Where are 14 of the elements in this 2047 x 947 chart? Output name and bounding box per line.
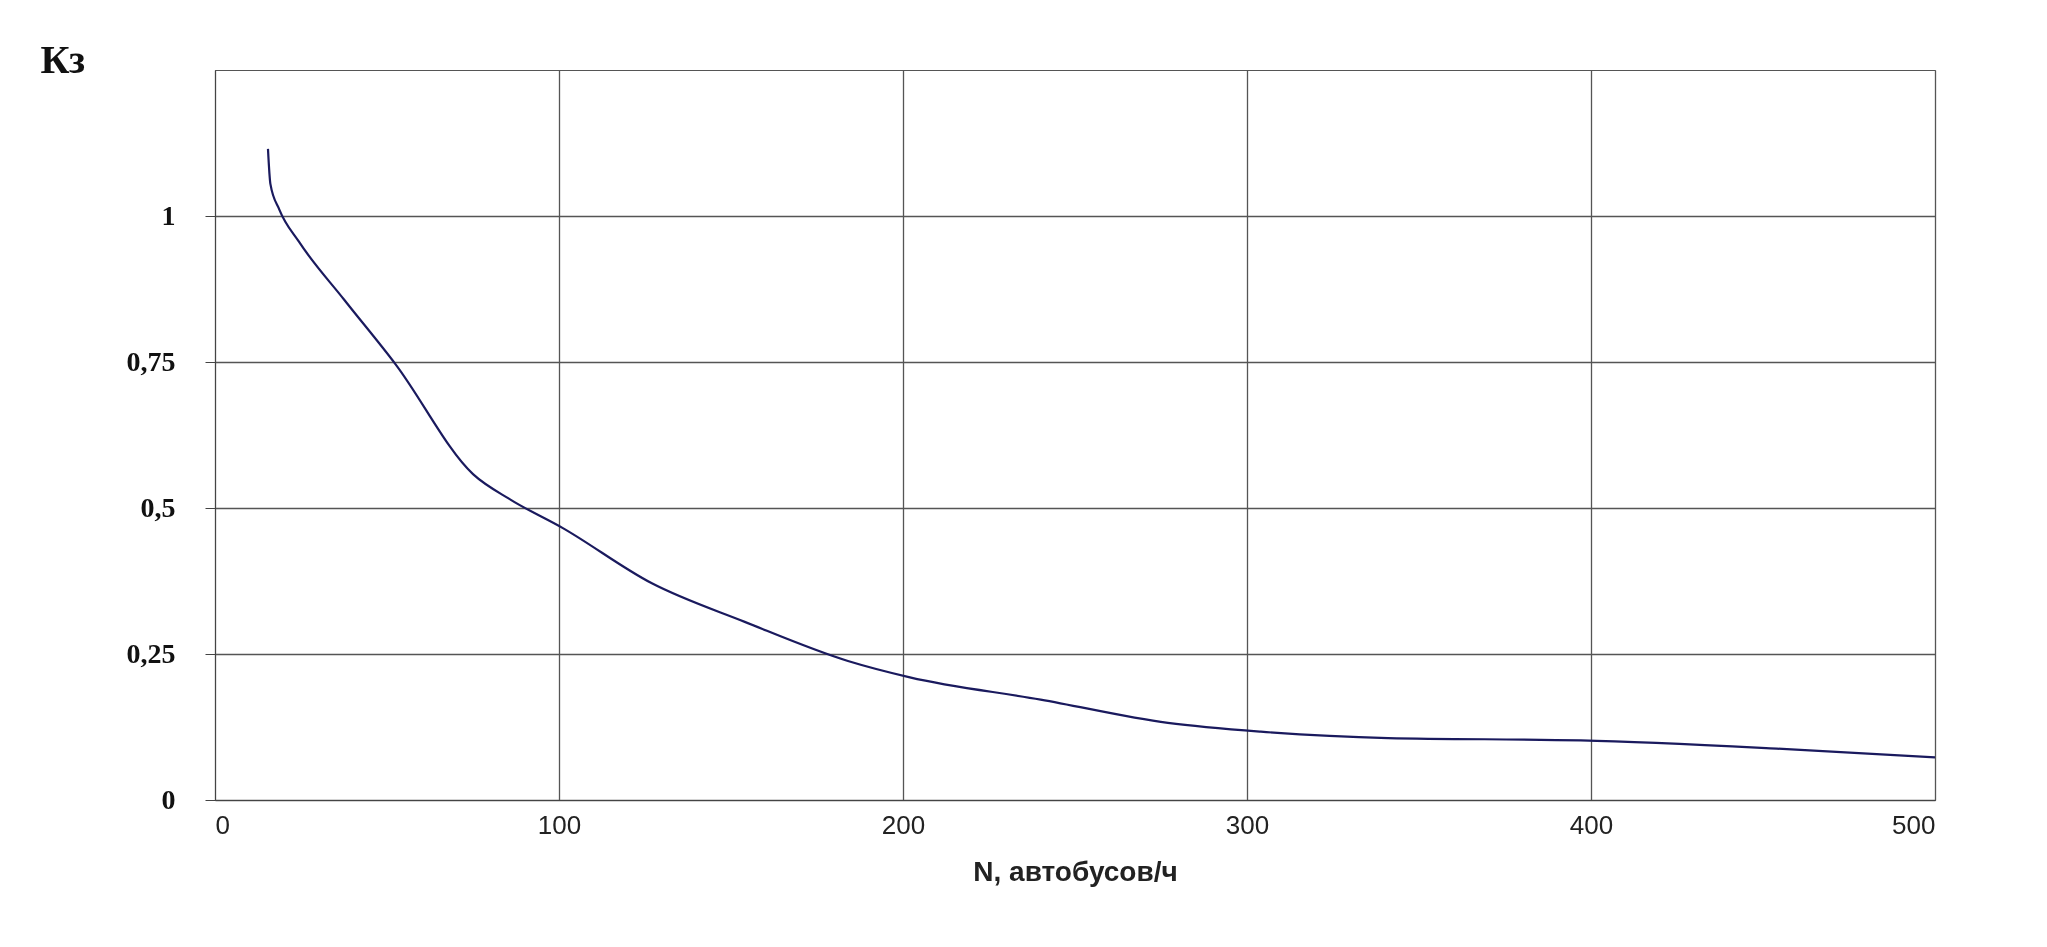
x-tick-label: 100 [537, 809, 582, 840]
y-tick-label: 1 [161, 199, 176, 231]
x-tick-label: 300 [1225, 809, 1270, 840]
x-tick-label: 200 [881, 809, 926, 840]
x-axis-title: N, автобусов/ч [973, 855, 1178, 887]
y-tick-label: 0,25 [126, 637, 176, 669]
y-tick-label: 0 [161, 783, 176, 815]
y-tick-label: 0,5 [140, 491, 176, 523]
y-axis-title: Кз [40, 36, 86, 82]
x-tick-label: 500 [1892, 809, 1936, 840]
x-tick-label: 400 [1569, 809, 1614, 840]
x-tick-label: 0 [215, 809, 230, 840]
y-tick-label: 0,75 [126, 345, 176, 377]
line-series [266, 147, 1937, 759]
